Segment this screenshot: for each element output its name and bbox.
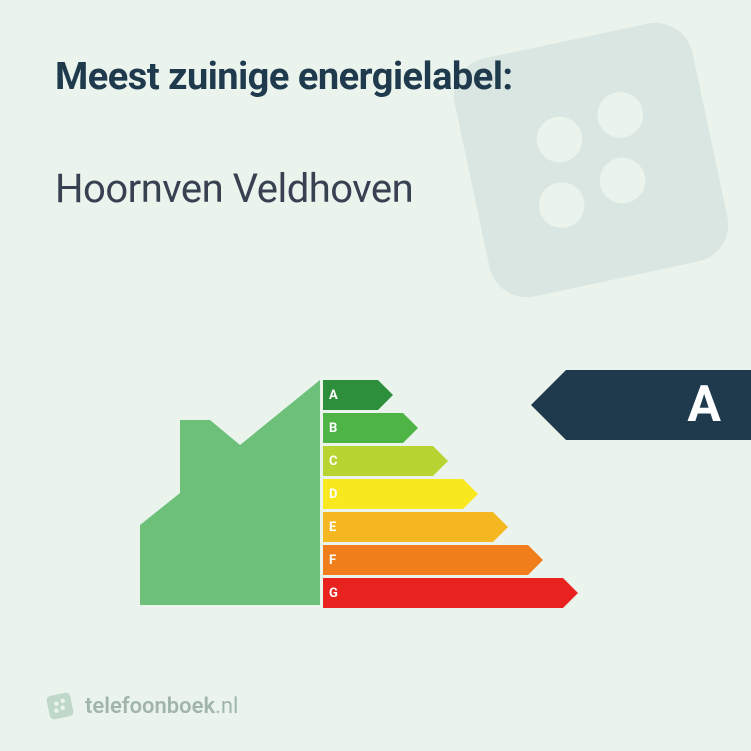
result-badge: A <box>531 370 751 440</box>
house-icon <box>140 380 320 605</box>
energy-bar-label: D <box>329 479 337 509</box>
energy-bar-label: G <box>329 578 338 608</box>
result-letter: A <box>687 370 721 440</box>
watermark-phone-icon <box>401 0 751 350</box>
phone-book-icon <box>45 691 75 721</box>
footer-brand: telefoonboek.nl <box>45 691 238 721</box>
energy-bar-label: C <box>329 446 338 476</box>
footer-tld: .nl <box>215 694 238 719</box>
energy-bar-label: A <box>329 380 338 410</box>
location-name: Hoornven Veldhoven <box>55 165 413 212</box>
energy-bar-label: E <box>329 512 336 542</box>
footer-brand-name: telefoonboek <box>85 694 215 719</box>
energy-bar-label: B <box>329 413 337 443</box>
energy-bar-label: F <box>329 545 336 575</box>
page-title: Meest zuinige energielabel: <box>55 55 513 99</box>
footer-text: telefoonboek.nl <box>85 694 238 719</box>
